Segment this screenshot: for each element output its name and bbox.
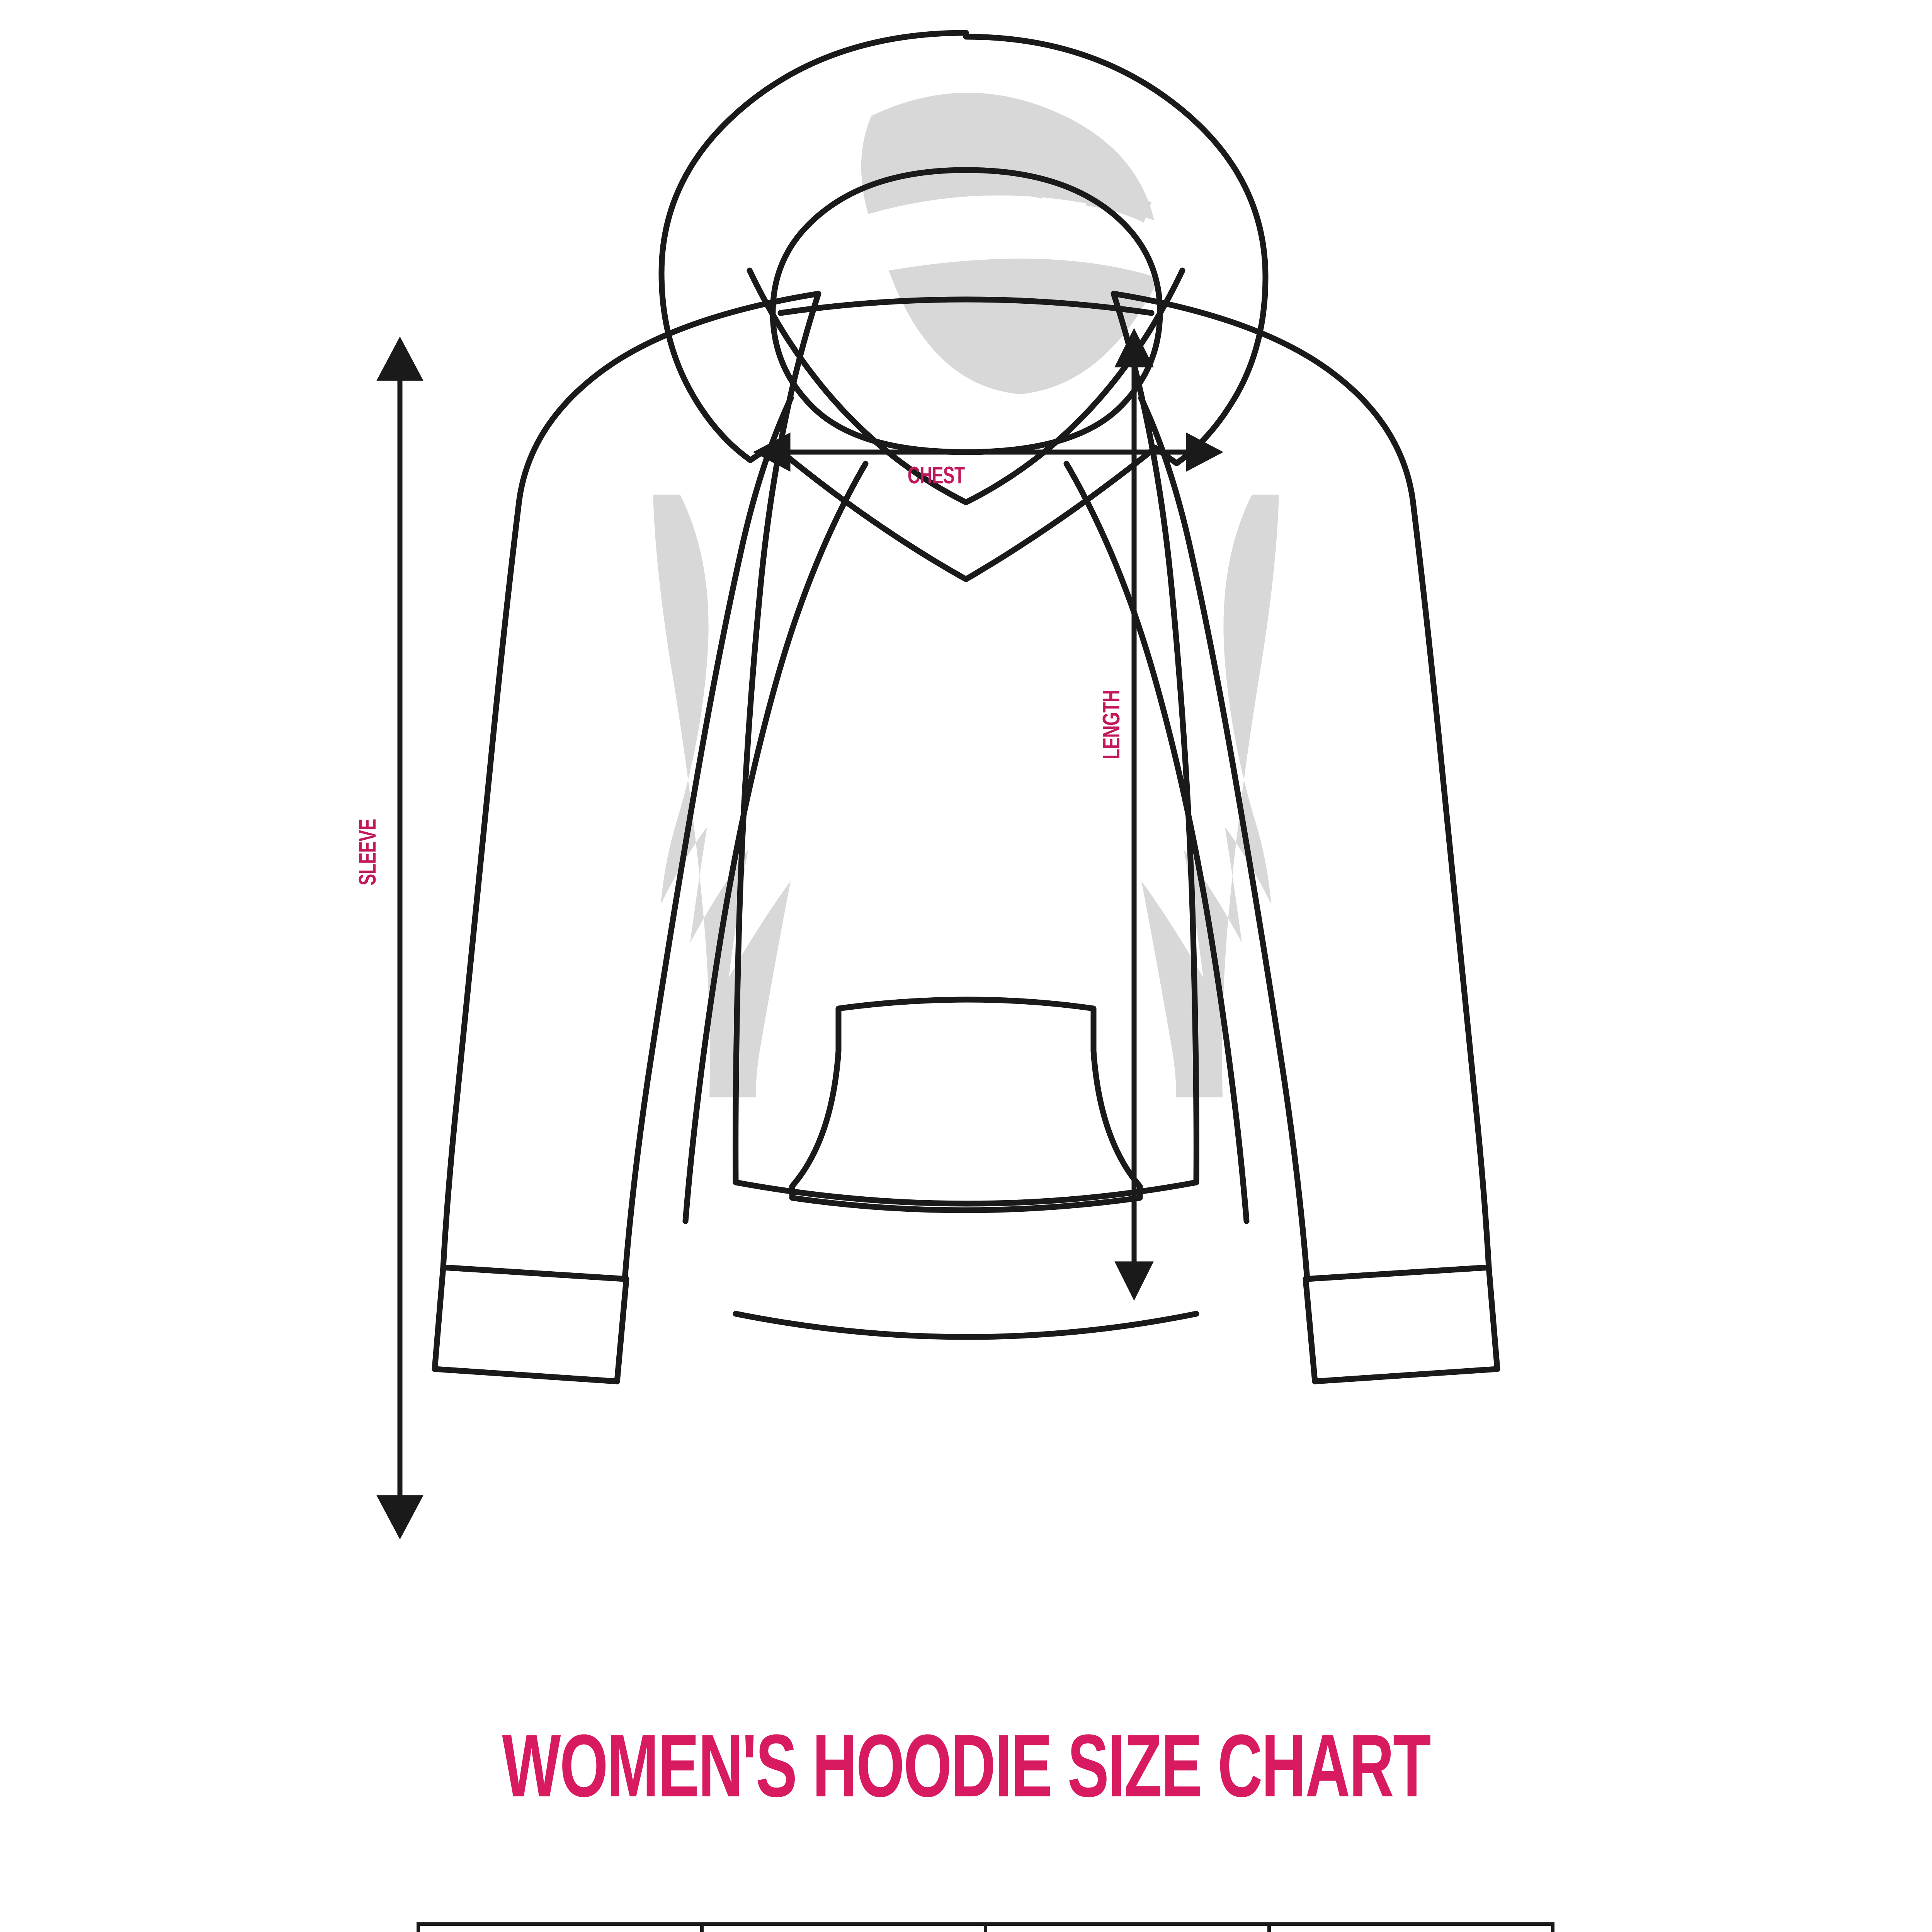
size-chart-table: SIZE CHEST LENGTH SLEEVE S 34 24.5 22.5 [417,1922,1554,1932]
body-right-seam [1111,291,1199,1185]
body-left-seam [733,291,821,1185]
right-cuff [1303,1264,1500,1384]
kangaroo-pocket [789,997,1143,1213]
table-header-row: SIZE CHEST LENGTH SLEEVE [417,1922,1554,1932]
hoodie-illustration: CHEST LENGTH SLEEVE [354,30,1500,1540]
garment-outlines [432,30,1500,1384]
hood-outer [658,30,1269,582]
column-header-chest: CHEST [700,1922,987,1932]
left-cuff [432,1264,629,1384]
page-title: WOMEN'S HOODIE SIZE CHART [502,1716,1431,1815]
column-header-length: LENGTH [984,1922,1271,1932]
left-sleeve-inner-seam [682,461,869,1224]
length-measurement-label: LENGTH [1098,690,1125,760]
left-sleeve [440,291,821,1282]
hood-face-line [777,296,1155,316]
column-header-size: SIZE [417,1922,704,1932]
hoodie-technical-drawing-svg [376,30,1500,1540]
column-header-sleeve: SLEEVE [1267,1922,1554,1932]
right-sleeve [1111,291,1492,1282]
table-header: SIZE CHEST LENGTH SLEEVE [417,1922,1554,1932]
right-sleeve-inner-seam [1063,461,1250,1224]
size-chart-table-container: SIZE CHEST LENGTH SLEEVE S 34 24.5 22.5 [417,1922,1554,1932]
length-arrow [1114,328,1154,1301]
hem-band [733,1179,1199,1207]
sleeve-arrow [376,336,423,1540]
measurement-arrows [376,328,1224,1540]
sleeve-measurement-label: SLEEVE [354,819,381,886]
garment-shading [653,93,1279,1097]
hem-bottom [733,1311,1199,1340]
chest-measurement-label: CHEST [907,462,965,489]
